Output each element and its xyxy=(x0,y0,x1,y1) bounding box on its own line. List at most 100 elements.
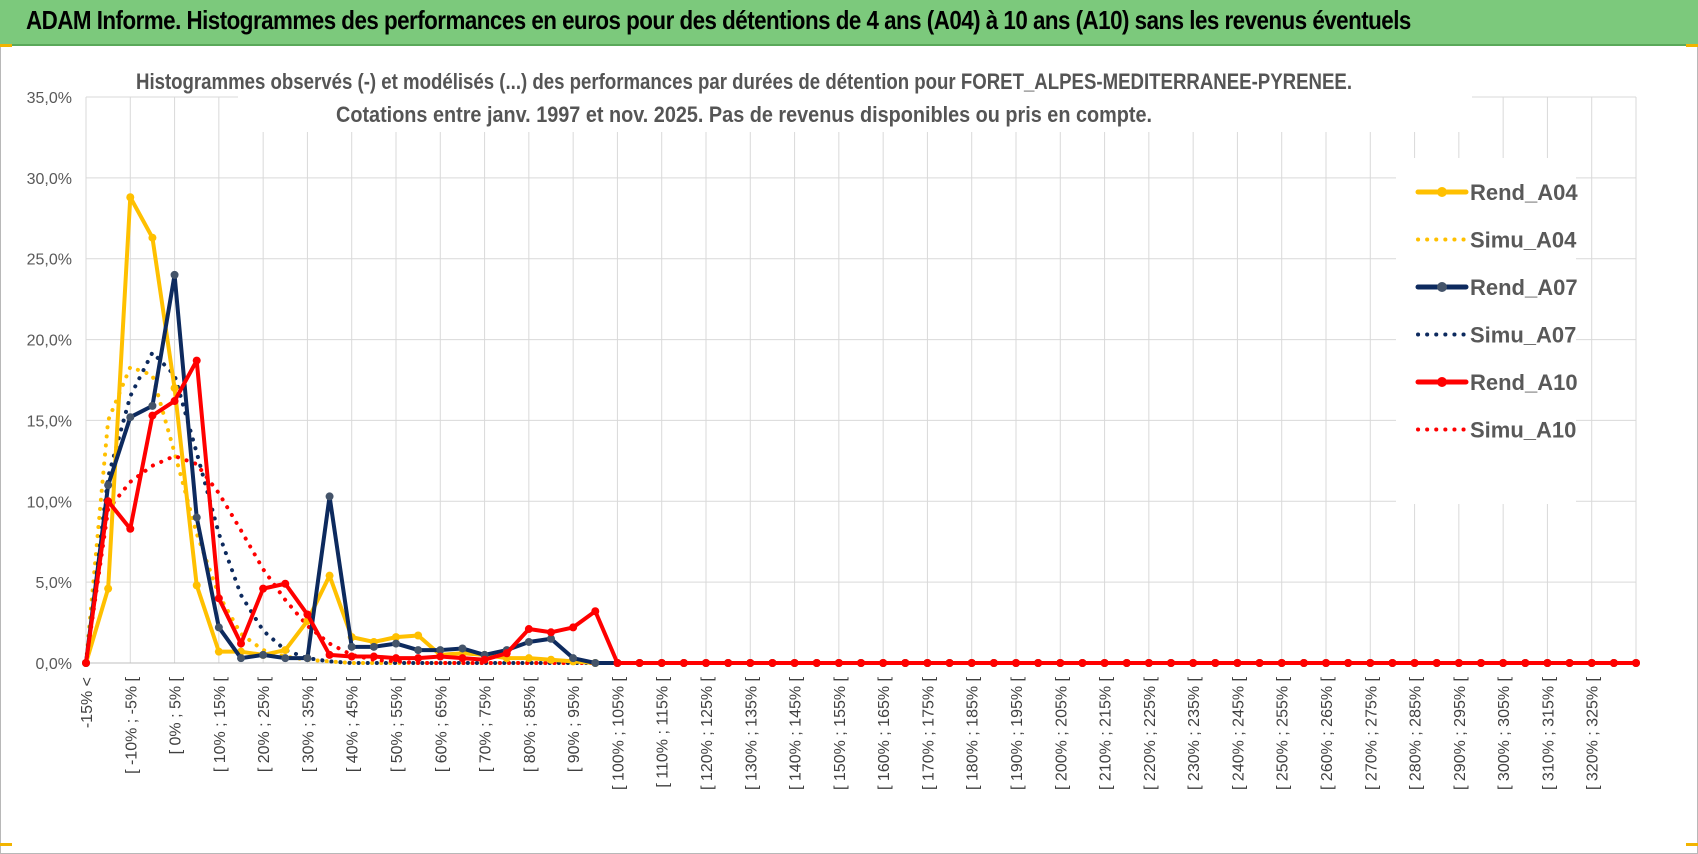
data-point-Rend_A10 xyxy=(436,652,445,661)
data-point-Rend_A07 xyxy=(436,646,445,655)
data-point-Rend_A10 xyxy=(967,659,976,667)
data-point-Rend_A07 xyxy=(148,401,157,410)
data-point-Rend_A04 xyxy=(392,633,400,642)
x-tick-label: [ 130% ; 135% [ xyxy=(743,676,760,790)
data-point-Rend_A10 xyxy=(1299,659,1308,667)
data-point-Rend_A10 xyxy=(613,659,622,667)
data-point-Rend_A04 xyxy=(126,193,135,202)
legend-marker-Rend_A10 xyxy=(1437,377,1447,387)
data-point-Rend_A10 xyxy=(1144,659,1153,667)
x-tick-label: [ 270% ; 275% [ xyxy=(1363,676,1380,790)
data-point-Rend_A10 xyxy=(524,625,533,634)
x-tick-label: [ 180% ; 185% [ xyxy=(965,676,982,790)
chart: Histogrammes observés (-) et modélisés (… xyxy=(27,58,1640,790)
x-tick-label: [ 300% ; 305% [ xyxy=(1496,676,1513,790)
x-tick-label: [ 90% ; 95% [ xyxy=(566,676,583,772)
data-point-Rend_A10 xyxy=(746,659,755,667)
data-point-Rend_A07 xyxy=(325,492,334,501)
data-point-Rend_A07 xyxy=(303,654,312,663)
x-tick-label: [ 200% ; 205% [ xyxy=(1053,676,1070,790)
x-tick-label: [ 150% ; 155% [ xyxy=(832,676,849,790)
data-point-Rend_A07 xyxy=(126,413,135,422)
data-point-Rend_A10 xyxy=(768,659,777,667)
x-tick-label: [ 20% ; 25% [ xyxy=(256,676,273,772)
x-tick-label: [ 210% ; 215% [ xyxy=(1098,676,1115,790)
data-point-Rend_A10 xyxy=(1521,659,1530,667)
chart-title-line-1: Histogrammes observés (-) et modélisés (… xyxy=(136,69,1352,94)
x-tick-label: [ 40% ; 45% [ xyxy=(345,676,362,772)
legend-background xyxy=(1396,158,1576,504)
legend-label-Rend_A07: Rend_A07 xyxy=(1470,275,1578,300)
data-point-Rend_A10 xyxy=(502,649,511,658)
data-point-Rend_A10 xyxy=(1233,659,1242,667)
data-point-Rend_A10 xyxy=(945,659,954,667)
data-point-Rend_A10 xyxy=(1056,659,1065,667)
x-tick-label: [ 10% ; 15% [ xyxy=(212,676,229,772)
data-point-Rend_A10 xyxy=(812,659,821,667)
y-tick-label: 35,0% xyxy=(27,90,72,107)
data-point-Rend_A10 xyxy=(192,356,201,365)
x-tick-label: [ 160% ; 165% [ xyxy=(876,676,893,790)
header-banner: ADAM Informe. Histogrammes des performan… xyxy=(0,0,1698,46)
data-point-Rend_A10 xyxy=(303,610,312,619)
x-tick-label: [ 30% ; 35% [ xyxy=(300,676,317,772)
x-tick-label: [ 230% ; 235% [ xyxy=(1186,676,1203,790)
data-point-Rend_A10 xyxy=(1189,659,1198,667)
corner-mark-top-right xyxy=(1686,44,1698,47)
y-axis: 0,0% 5,0% 10,0% 15,0% 20,0% 25,0% 30,0% 35,0% xyxy=(27,90,72,673)
data-point-Rend_A10 xyxy=(1366,659,1375,667)
series-line-Simu_A10 xyxy=(84,454,620,665)
data-point-Rend_A07 xyxy=(259,650,268,659)
data-point-Rend_A10 xyxy=(857,659,865,667)
corner-mark-bottom-right xyxy=(1686,843,1698,846)
x-axis: -15% < [ -10% ; -5% [[ 0% ; 5% [[ 10% ; 1… xyxy=(79,676,1602,790)
data-point-Rend_A10 xyxy=(214,594,223,603)
data-point-Rend_A10 xyxy=(126,524,135,533)
data-point-Rend_A10 xyxy=(392,654,400,663)
data-point-Rend_A07 xyxy=(214,623,223,632)
x-tick-label: [ 250% ; 255% [ xyxy=(1275,676,1292,790)
x-tick-label: [ -10% ; -5% [ xyxy=(123,676,140,773)
data-point-Rend_A10 xyxy=(1454,659,1463,667)
data-point-Rend_A10 xyxy=(148,411,157,420)
data-point-Rend_A10 xyxy=(458,654,467,663)
y-tick-label: 10,0% xyxy=(27,494,72,511)
data-point-Rend_A07 xyxy=(170,270,179,279)
data-point-Rend_A07 xyxy=(569,654,578,663)
data-point-Rend_A07 xyxy=(414,646,423,655)
series xyxy=(82,193,1640,667)
data-point-Rend_A04 xyxy=(281,646,290,655)
data-point-Rend_A07 xyxy=(591,659,600,667)
data-point-Rend_A07 xyxy=(104,481,113,490)
data-point-Rend_A10 xyxy=(657,659,666,667)
data-point-Rend_A10 xyxy=(1344,659,1353,667)
data-point-Rend_A10 xyxy=(790,659,799,667)
data-point-Rend_A04 xyxy=(524,654,533,663)
data-point-Rend_A10 xyxy=(724,659,733,667)
data-point-Rend_A10 xyxy=(170,397,179,406)
data-point-Rend_A04 xyxy=(192,581,201,590)
legend-label-Simu_A10: Simu_A10 xyxy=(1470,418,1576,443)
y-tick-label: 0,0% xyxy=(36,656,72,673)
data-point-Rend_A10 xyxy=(1078,659,1087,667)
corner-mark-bottom-left xyxy=(0,843,12,846)
data-point-Rend_A04 xyxy=(214,647,223,656)
legend-label-Rend_A04: Rend_A04 xyxy=(1470,180,1578,205)
y-tick-label: 20,0% xyxy=(27,333,72,350)
data-point-Rend_A07 xyxy=(281,654,290,663)
x-tick-label: [ 190% ; 195% [ xyxy=(1009,676,1026,790)
data-point-Rend_A07 xyxy=(369,642,378,651)
data-point-Rend_A10 xyxy=(281,579,290,588)
data-point-Rend_A04 xyxy=(325,571,334,580)
x-tick-label: [ 100% ; 105% [ xyxy=(610,676,627,790)
x-tick-label: [ 120% ; 125% [ xyxy=(699,676,716,790)
data-point-Rend_A10 xyxy=(1322,659,1330,667)
data-point-Rend_A10 xyxy=(1632,659,1640,667)
data-point-Rend_A10 xyxy=(834,659,843,667)
legend-label-Simu_A04: Simu_A04 xyxy=(1470,228,1577,253)
x-tick-label: [ 220% ; 225% [ xyxy=(1142,676,1159,790)
x-tick-label: [ 170% ; 175% [ xyxy=(920,676,937,790)
data-point-Rend_A04 xyxy=(104,584,113,593)
data-point-Rend_A07 xyxy=(347,642,356,651)
data-point-Rend_A10 xyxy=(414,654,423,663)
